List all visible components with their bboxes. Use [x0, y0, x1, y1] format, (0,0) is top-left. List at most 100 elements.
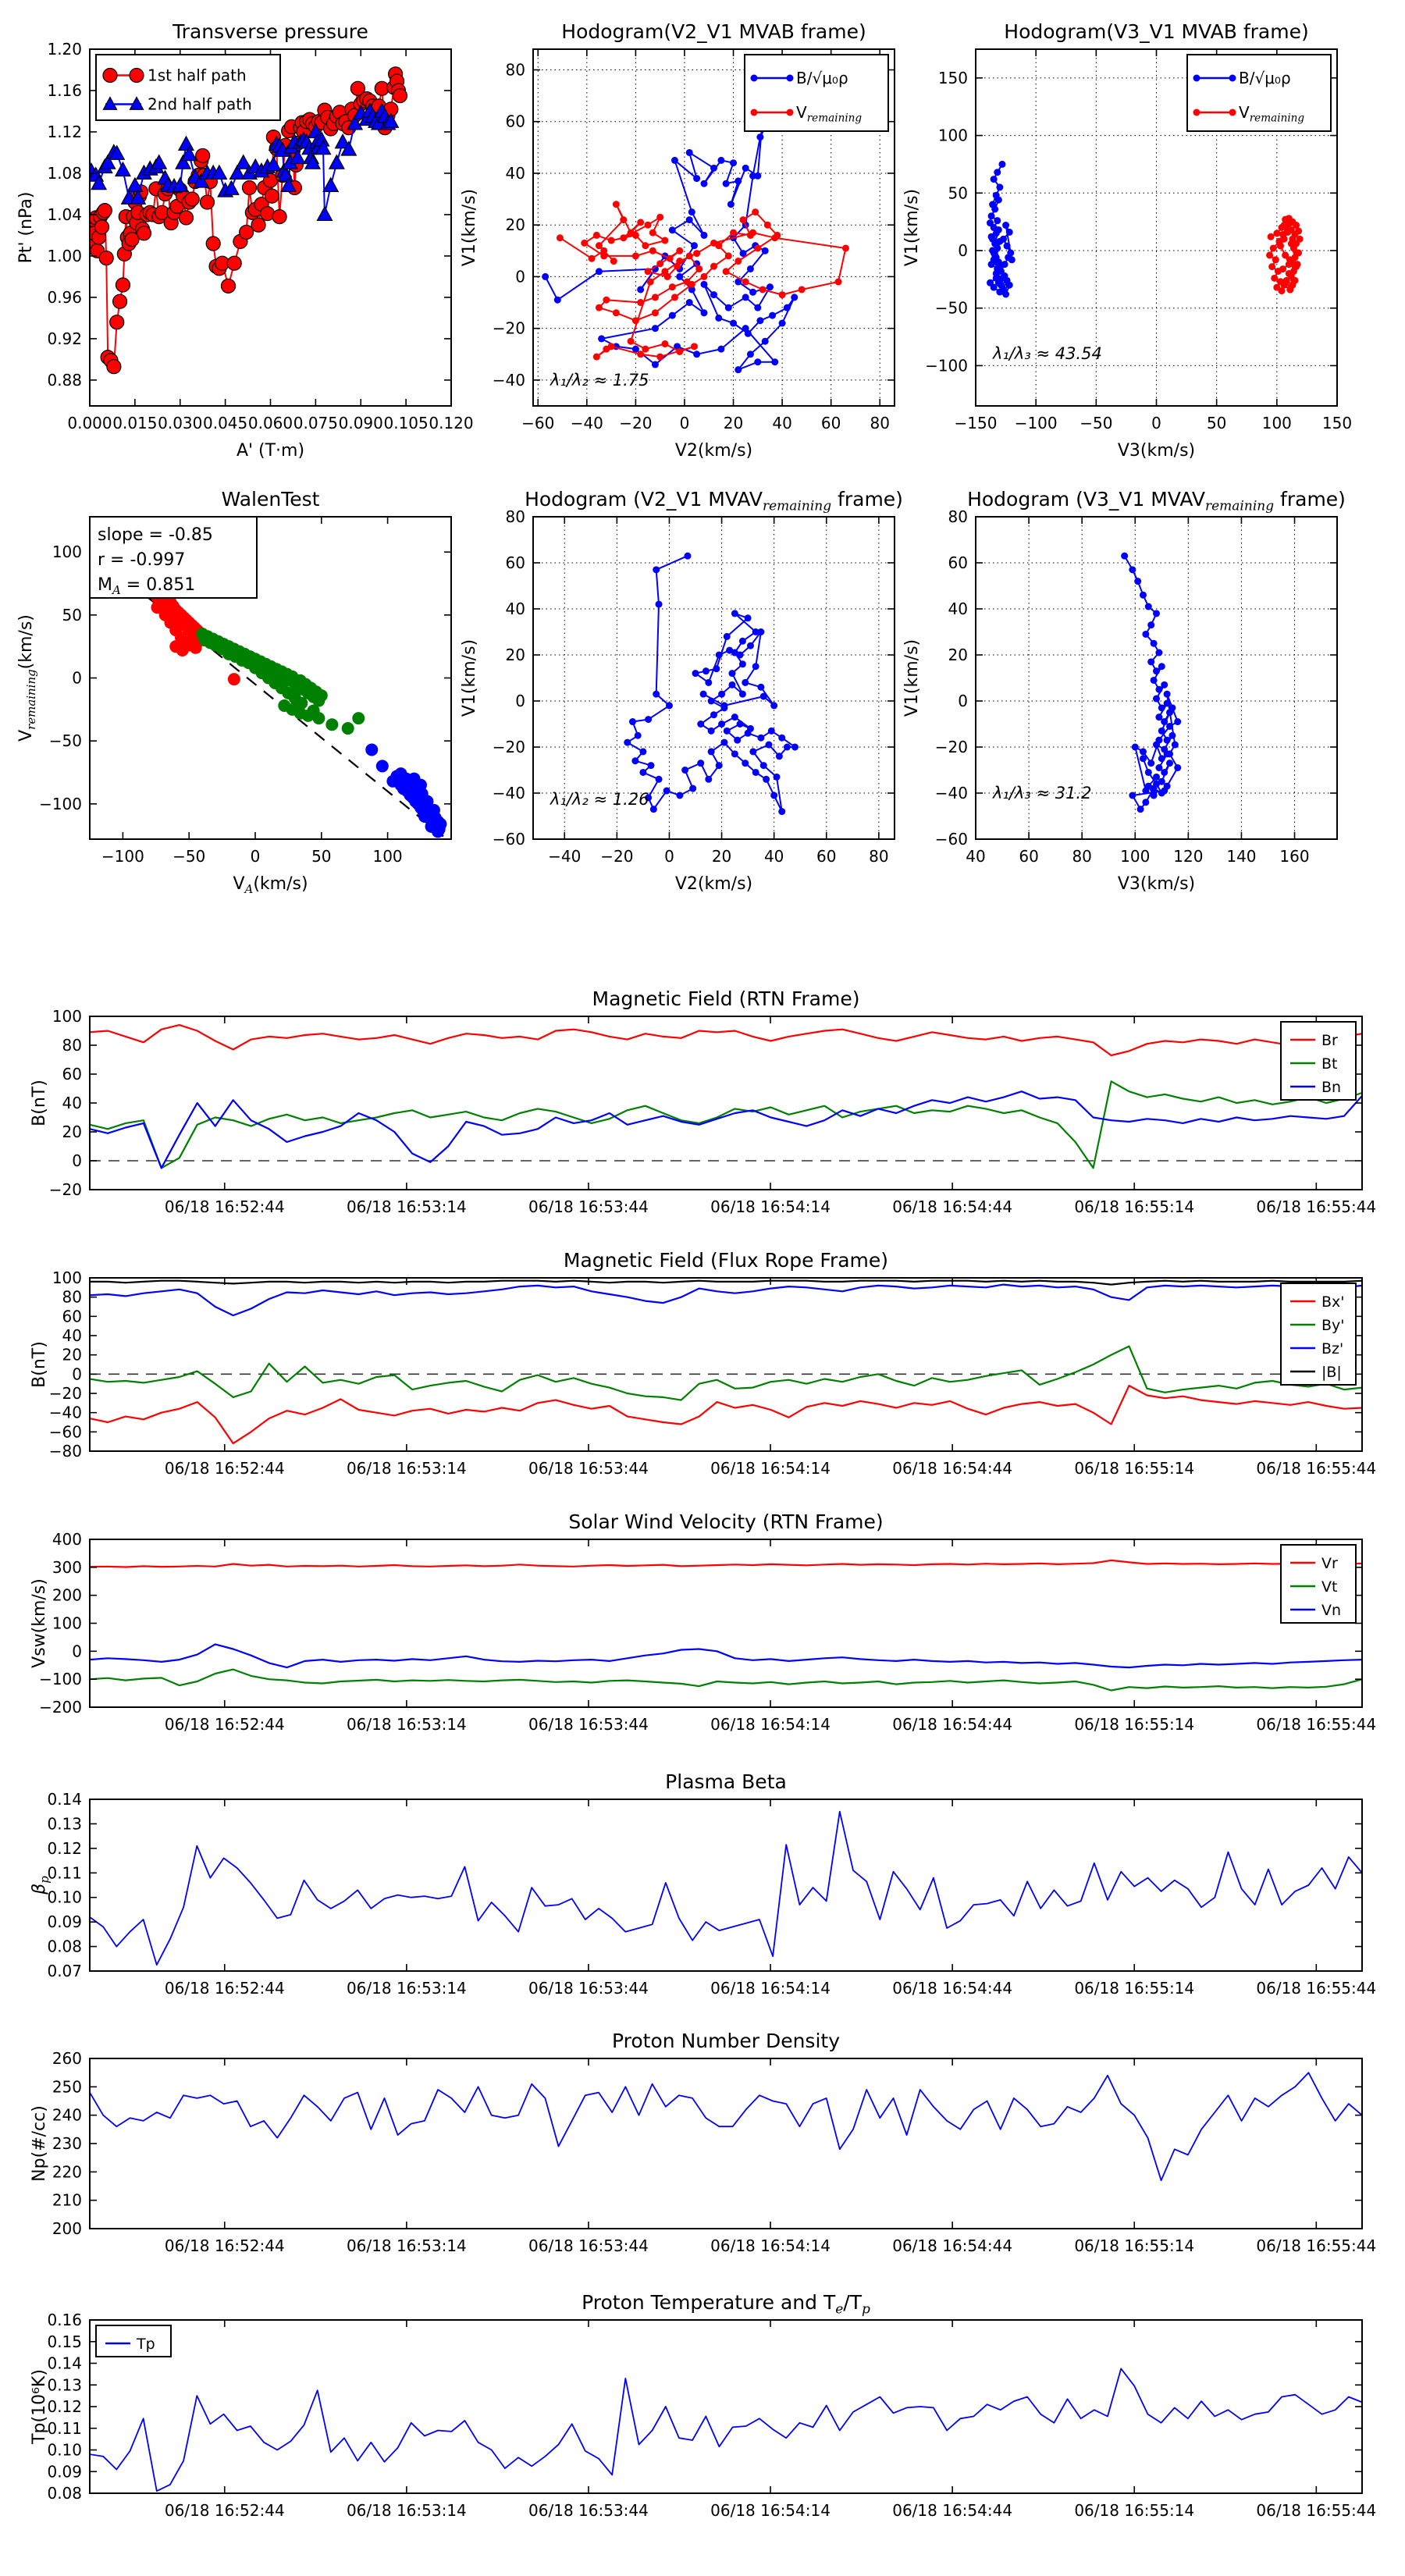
panel-mag-fluxrope: 06/18 16:52:44 06/18 16:53:14 06/18 16:53:… — [30, 1249, 1376, 1478]
svg-text:50: 50 — [948, 183, 968, 202]
svg-text:100: 100 — [52, 543, 82, 561]
svg-text:0.09: 0.09 — [47, 1912, 82, 1931]
svg-text:0: 0 — [515, 267, 525, 286]
svg-text:06/18 16:55:44: 06/18 16:55:44 — [1256, 1197, 1376, 1216]
svg-text:06/18 16:55:44: 06/18 16:55:44 — [1256, 1459, 1376, 1478]
svg-text:80: 80 — [62, 1036, 82, 1055]
svg-text:80: 80 — [869, 847, 888, 866]
svg-text:40: 40 — [62, 1326, 82, 1345]
svg-text:06/18 16:54:14: 06/18 16:54:14 — [710, 1197, 831, 1216]
series-group — [1121, 552, 1182, 813]
svg-text:Vt: Vt — [1321, 1578, 1337, 1596]
svg-text:0.015: 0.015 — [112, 414, 157, 432]
svg-text:0.92: 0.92 — [47, 329, 82, 348]
svg-text:−50: −50 — [1080, 414, 1112, 432]
svg-text:−50: −50 — [935, 299, 968, 318]
svg-text:0.14: 0.14 — [47, 2354, 82, 2373]
svg-text:06/18 16:53:44: 06/18 16:53:44 — [528, 1459, 649, 1478]
svg-text:06/18 16:54:14: 06/18 16:54:14 — [710, 1459, 831, 1478]
svg-text:2nd half path: 2nd half path — [148, 95, 252, 114]
svg-text:60: 60 — [62, 1065, 82, 1083]
svg-text:−40: −40 — [571, 414, 603, 432]
svg-text:1.00: 1.00 — [47, 247, 82, 265]
svg-text:230: 230 — [52, 2134, 82, 2153]
svg-text:06/18 16:52:44: 06/18 16:52:44 — [165, 1715, 285, 1734]
svg-text:Tp(10⁶K): Tp(10⁶K) — [30, 2369, 49, 2445]
chart-title: Hodogram (V3_V1 MVAVremaining​ frame) — [967, 488, 1346, 514]
svg-text:20: 20 — [712, 847, 731, 866]
svg-text:06/18 16:53:14: 06/18 16:53:14 — [347, 1459, 467, 1478]
svg-text:06/18 16:54:14: 06/18 16:54:14 — [710, 1715, 831, 1734]
panel-hodogram-v2v1-mvav: −40 −20 0 20 40 60 80−60−40−20020406080Hodogra… — [460, 488, 903, 894]
svg-text:400: 400 — [52, 1530, 82, 1549]
svg-text:0.10: 0.10 — [47, 2441, 82, 2460]
svg-text:βp​: βp​ — [30, 1876, 52, 1895]
svg-text:−40: −40 — [548, 847, 581, 866]
svg-text:Vsw(km/s): Vsw(km/s) — [30, 1578, 49, 1668]
legend: Bx' By' Bz' |B| — [1280, 1283, 1357, 1386]
lambda-ratio-annotation: λ₁/λ₃ ≈ 31.2 — [992, 784, 1091, 802]
svg-text:140: 140 — [1226, 847, 1256, 866]
svg-text:−20: −20 — [493, 738, 525, 756]
svg-text:B/√μ₀ρ: B/√μ₀ρ — [796, 69, 848, 87]
svg-text:06/18 16:52:44: 06/18 16:52:44 — [165, 1459, 285, 1478]
series-group — [987, 160, 1304, 298]
svg-text:06/18 16:53:14: 06/18 16:53:14 — [347, 1715, 467, 1734]
svg-text:V1(km/s): V1(km/s) — [460, 189, 479, 266]
svg-text:Vr: Vr — [1321, 1555, 1338, 1572]
series-group — [90, 1279, 1362, 1445]
series-group — [90, 1023, 1362, 1169]
svg-text:V1(km/s): V1(km/s) — [460, 639, 479, 717]
svg-text:V3(km/s): V3(km/s) — [1118, 874, 1195, 894]
svg-text:Bx': Bx' — [1321, 1293, 1345, 1311]
svg-text:100: 100 — [52, 1268, 82, 1287]
svg-text:06/18 16:55:14: 06/18 16:55:14 — [1074, 1715, 1194, 1734]
svg-text:V2(km/s): V2(km/s) — [675, 874, 752, 894]
svg-text:−40: −40 — [49, 1404, 82, 1422]
svg-text:1.12: 1.12 — [47, 123, 82, 141]
svg-text:150: 150 — [1322, 414, 1352, 432]
lambda-ratio-annotation: λ₁/λ₂ ≈ 1.26 — [550, 790, 649, 809]
svg-text:B(nT): B(nT) — [30, 1080, 49, 1126]
svg-text:40: 40 — [506, 164, 525, 183]
svg-text:V2(km/s): V2(km/s) — [675, 441, 752, 461]
chart-title: Transverse pressure — [172, 20, 368, 43]
legend: Tp — [95, 2325, 172, 2357]
panel-walen-test: −100 −50 0 50 100 −100 −50 0 50 100 WalenTest VA​(k… — [16, 488, 452, 896]
svg-text:−20: −20 — [600, 847, 633, 866]
svg-text:Bz': Bz' — [1321, 1340, 1343, 1357]
svg-text:−60: −60 — [493, 830, 525, 849]
svg-text:−20: −20 — [493, 319, 525, 338]
panel-proton-temperature: 06/18 16:52:44 06/18 16:53:14 06/18 16:53:… — [30, 2291, 1376, 2520]
svg-text:06/18 16:55:44: 06/18 16:55:44 — [1256, 2501, 1376, 2520]
svg-text:0: 0 — [958, 241, 968, 260]
svg-text:60: 60 — [816, 847, 836, 866]
svg-text:60: 60 — [1019, 847, 1038, 866]
svg-text:−100: −100 — [101, 847, 144, 866]
svg-text:100: 100 — [372, 847, 402, 866]
panel-hodogram-v3v1-mvab: −150 −100 −50 0 50 100 150 −100 −50 0 50 100 150 Hodo… — [902, 20, 1352, 461]
svg-text:0: 0 — [664, 847, 674, 866]
svg-text:20: 20 — [506, 646, 525, 664]
svg-text:B/√μ₀ρ: B/√μ₀ρ — [1239, 69, 1291, 87]
legend: 1st half path 2nd half path — [95, 54, 281, 121]
svg-text:0.10: 0.10 — [47, 1888, 82, 1907]
svg-text:160: 160 — [1279, 847, 1309, 866]
legend: B/√μ₀ρ Vremaining​ — [744, 54, 889, 132]
svg-text:−20: −20 — [49, 1180, 82, 1199]
svg-text:80: 80 — [1072, 847, 1091, 866]
svg-text:0.14: 0.14 — [47, 1790, 82, 1809]
svg-text:80: 80 — [870, 414, 890, 432]
chart-title: Hodogram (V2_V1 MVAVremaining​ frame) — [525, 488, 903, 514]
svg-text:150: 150 — [938, 69, 968, 87]
svg-text:0.060: 0.060 — [248, 414, 293, 432]
series-group — [90, 2368, 1362, 2492]
svg-text:250: 250 — [52, 2077, 82, 2096]
svg-text:260: 260 — [52, 2049, 82, 2068]
svg-text:0.105: 0.105 — [383, 414, 428, 432]
legend: B/√μ₀ρ Vremaining​ — [1186, 54, 1332, 132]
svg-text:100: 100 — [52, 1007, 82, 1026]
svg-text:0.12: 0.12 — [47, 2397, 82, 2416]
svg-text:100: 100 — [1262, 414, 1292, 432]
panel-transverse-pressure: 0.000 0.015 0.030 0.045 0.060 0.075 0.090 0.105… — [16, 20, 474, 461]
